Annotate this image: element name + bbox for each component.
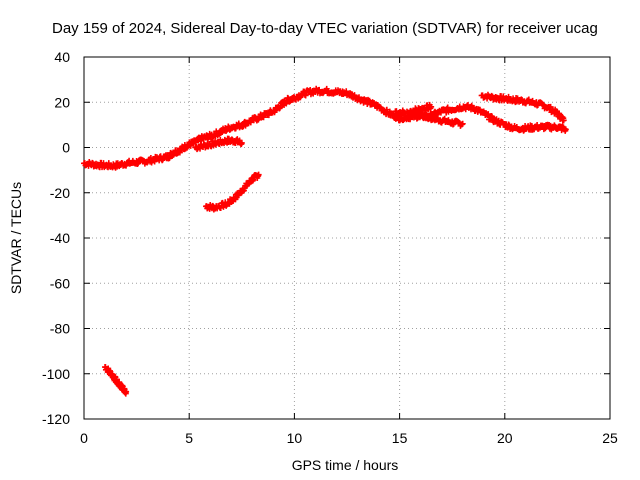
y-tick-label: -80	[50, 321, 70, 337]
x-tick-label: 20	[497, 430, 513, 446]
x-tick-label: 5	[185, 430, 193, 446]
x-tick-label: 10	[287, 430, 303, 446]
y-tick-label: -40	[50, 230, 70, 246]
x-tick-label: 15	[392, 430, 408, 446]
y-tick-label: 40	[54, 49, 70, 65]
data-point	[560, 117, 567, 124]
y-tick-label: -20	[50, 185, 70, 201]
series-lower-mid-track	[392, 107, 466, 129]
chart-title: Day 159 of 2024, Sidereal Day-to-day VTE…	[52, 20, 598, 37]
plot-frame	[83, 56, 611, 420]
data-point	[562, 126, 569, 133]
data-point	[255, 171, 262, 178]
data-point	[428, 103, 435, 110]
y-tick-label: 20	[54, 94, 70, 110]
data-series	[81, 85, 569, 397]
x-axis-label: GPS time / hours	[291, 457, 399, 473]
data-point	[238, 139, 245, 146]
x-tick-label: 25	[602, 430, 618, 446]
data-point	[123, 388, 130, 395]
y-axis-label: SDTVAR / TECUs	[8, 181, 24, 295]
series-mid-branch	[192, 135, 245, 153]
y-tick-label: -100	[42, 366, 70, 382]
axis-ticks: 0 5 10 15 20 25 40 20 0 -20 -40 -60 -80 -100 -120	[42, 49, 618, 446]
series-descending-branch	[203, 171, 262, 213]
series-main-track	[81, 85, 569, 171]
data-point	[459, 120, 466, 127]
y-tick-label: 0	[62, 140, 70, 156]
y-tick-label: -60	[50, 275, 70, 291]
data-point	[485, 111, 492, 118]
y-tick-label: -120	[42, 411, 70, 427]
series-outlier-track	[102, 364, 130, 397]
x-tick-label: 0	[80, 430, 88, 446]
grid-lines	[84, 57, 610, 419]
data-point	[547, 103, 554, 110]
series-late-track	[478, 91, 567, 124]
